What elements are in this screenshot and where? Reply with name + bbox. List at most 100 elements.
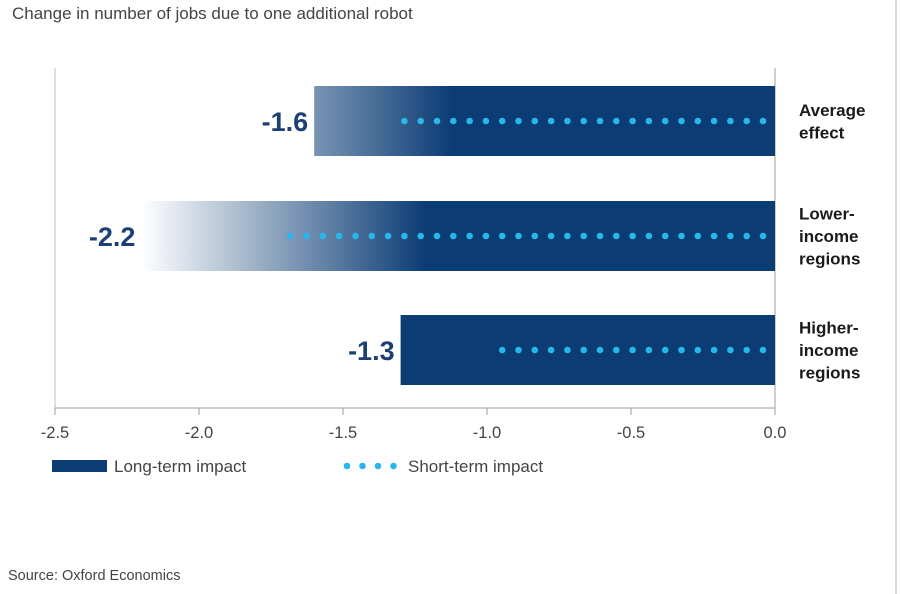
short-term-dots-2 xyxy=(498,346,767,354)
short-term-dot xyxy=(743,232,750,240)
short-term-dot xyxy=(466,232,473,240)
x-tick-label: -1.0 xyxy=(473,424,501,442)
short-term-dot xyxy=(547,232,555,240)
short-term-dot xyxy=(515,232,522,240)
short-term-dot xyxy=(710,346,718,354)
short-term-dot xyxy=(498,346,506,354)
short-term-dot xyxy=(613,117,620,125)
short-term-dot xyxy=(727,346,734,354)
x-tick-label: 0.0 xyxy=(764,424,787,442)
short-term-dot xyxy=(678,346,685,354)
short-term-dot xyxy=(384,232,392,240)
short-term-dot xyxy=(368,232,376,240)
short-term-dot xyxy=(661,346,669,354)
short-term-dot xyxy=(759,117,767,125)
short-term-dot xyxy=(596,346,604,354)
category-label-1: Lower-income regions xyxy=(799,205,860,269)
short-term-dot xyxy=(580,117,587,125)
short-term-dot xyxy=(450,232,457,240)
legend-dot xyxy=(343,462,351,470)
legend-swatch-short-term xyxy=(343,462,397,470)
short-term-dot xyxy=(433,232,441,240)
legend-swatch-long-term xyxy=(52,460,107,472)
short-term-dot xyxy=(727,117,734,125)
short-term-dot xyxy=(401,117,408,125)
x-tick-label: -0.5 xyxy=(617,424,645,442)
category-label-2: Higher-income regions xyxy=(799,319,860,383)
short-term-dot xyxy=(759,346,767,354)
legend-dot xyxy=(374,462,382,470)
short-term-dot xyxy=(678,117,685,125)
short-term-dot xyxy=(710,117,718,125)
short-term-dot xyxy=(678,232,685,240)
short-term-dot xyxy=(580,346,587,354)
short-term-dots-0 xyxy=(401,117,767,125)
short-term-dot xyxy=(743,117,750,125)
right-border xyxy=(895,0,897,594)
short-term-dot xyxy=(629,232,636,240)
short-term-dot xyxy=(498,117,506,125)
short-term-dot xyxy=(515,117,522,125)
x-tick-label: -1.5 xyxy=(329,424,357,442)
short-term-dot xyxy=(319,232,327,240)
short-term-dot xyxy=(417,232,425,240)
short-term-dot xyxy=(401,232,408,240)
short-term-dot xyxy=(466,117,473,125)
source-note: Source: Oxford Economics xyxy=(8,568,181,584)
bar-long-term-0 xyxy=(314,86,775,156)
short-term-dot xyxy=(482,232,490,240)
bar-long-term-1 xyxy=(141,201,775,271)
short-term-dot xyxy=(580,232,587,240)
short-term-dot xyxy=(694,232,702,240)
short-term-dot xyxy=(727,232,734,240)
short-term-dot xyxy=(433,117,441,125)
short-term-dot xyxy=(450,117,457,125)
short-term-dot xyxy=(531,232,539,240)
short-term-dot xyxy=(287,232,294,240)
short-term-dot xyxy=(564,232,571,240)
value-label-1: -2.2 xyxy=(89,222,136,252)
category-label-0: Average effect xyxy=(799,101,865,143)
x-tick-label: -2.0 xyxy=(185,424,213,442)
short-term-dot xyxy=(694,346,702,354)
legend-label-long-term: Long-term impact xyxy=(114,457,247,476)
legend-dot xyxy=(359,462,366,470)
bar-long-term-2 xyxy=(400,315,775,385)
short-term-dot xyxy=(564,117,571,125)
short-term-dot xyxy=(629,346,636,354)
short-term-dot xyxy=(352,232,359,240)
short-term-dot xyxy=(645,346,653,354)
short-term-dot xyxy=(710,232,718,240)
legend-label-short-term: Short-term impact xyxy=(408,457,543,476)
short-term-dots-1 xyxy=(287,232,767,240)
legend-dot xyxy=(390,462,397,470)
short-term-dot xyxy=(596,117,604,125)
short-term-dot xyxy=(645,117,653,125)
value-label-2: -1.3 xyxy=(348,336,395,366)
short-term-dot xyxy=(596,232,604,240)
short-term-dot xyxy=(743,346,750,354)
short-term-dot xyxy=(629,117,636,125)
short-term-dot xyxy=(303,232,310,240)
short-term-dot xyxy=(531,346,539,354)
short-term-dot xyxy=(417,117,425,125)
short-term-dot xyxy=(645,232,653,240)
x-tick-label: -2.5 xyxy=(41,424,69,442)
short-term-dot xyxy=(515,346,522,354)
short-term-dot xyxy=(759,232,767,240)
short-term-dot xyxy=(498,232,506,240)
short-term-dot xyxy=(547,346,555,354)
short-term-dot xyxy=(547,117,555,125)
value-label-0: -1.6 xyxy=(262,107,309,137)
short-term-dot xyxy=(613,232,620,240)
short-term-dot xyxy=(531,117,539,125)
short-term-dot xyxy=(613,346,620,354)
short-term-dot xyxy=(661,117,669,125)
chart-title: Change in number of jobs due to one addi… xyxy=(12,4,413,23)
short-term-dot xyxy=(661,232,669,240)
short-term-dot xyxy=(694,117,702,125)
short-term-dot xyxy=(564,346,571,354)
short-term-dot xyxy=(482,117,490,125)
